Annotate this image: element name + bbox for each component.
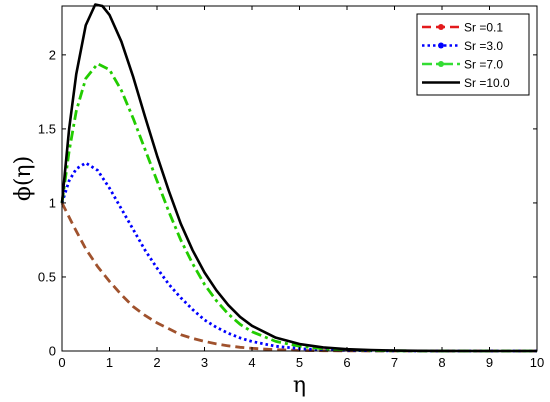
y-tick-label: 1 bbox=[49, 195, 56, 210]
x-tick-label: 6 bbox=[343, 355, 350, 370]
x-tick-label: 10 bbox=[530, 355, 544, 370]
legend-marker-3 bbox=[438, 61, 444, 67]
axis-ticks: 0 1 2 3 4 5 6 7 8 9 10 0 0.5 1 1.5 2 bbox=[38, 6, 544, 370]
x-axis-label: η bbox=[293, 373, 306, 398]
x-tick-label: 9 bbox=[486, 355, 493, 370]
x-tick-label: 2 bbox=[153, 355, 160, 370]
x-tick-label: 7 bbox=[391, 355, 398, 370]
x-tick-label: 0 bbox=[58, 355, 65, 370]
legend-marker-1 bbox=[438, 24, 444, 30]
legend-label-3: Sr =7.0 bbox=[464, 58, 503, 72]
y-tick-label: 1.5 bbox=[38, 121, 56, 136]
x-tick-label: 1 bbox=[106, 355, 113, 370]
legend: Sr =0.1 Sr =3.0 Sr =7.0 Sr =10.0 bbox=[416, 13, 530, 96]
y-axis-label: ϕ(η) bbox=[11, 156, 36, 201]
x-tick-label: 5 bbox=[296, 355, 303, 370]
y-tick-label: 0.5 bbox=[38, 269, 56, 284]
legend-label-2: Sr =3.0 bbox=[464, 39, 503, 53]
legend-label-1: Sr =0.1 bbox=[464, 21, 503, 35]
y-tick-label: 2 bbox=[49, 47, 56, 62]
x-tick-label: 4 bbox=[248, 355, 255, 370]
legend-label-4: Sr =10.0 bbox=[464, 76, 510, 90]
x-tick-label: 3 bbox=[201, 355, 208, 370]
x-tick-label: 8 bbox=[438, 355, 445, 370]
y-tick-label: 0 bbox=[49, 344, 56, 359]
legend-marker-2 bbox=[438, 42, 444, 49]
